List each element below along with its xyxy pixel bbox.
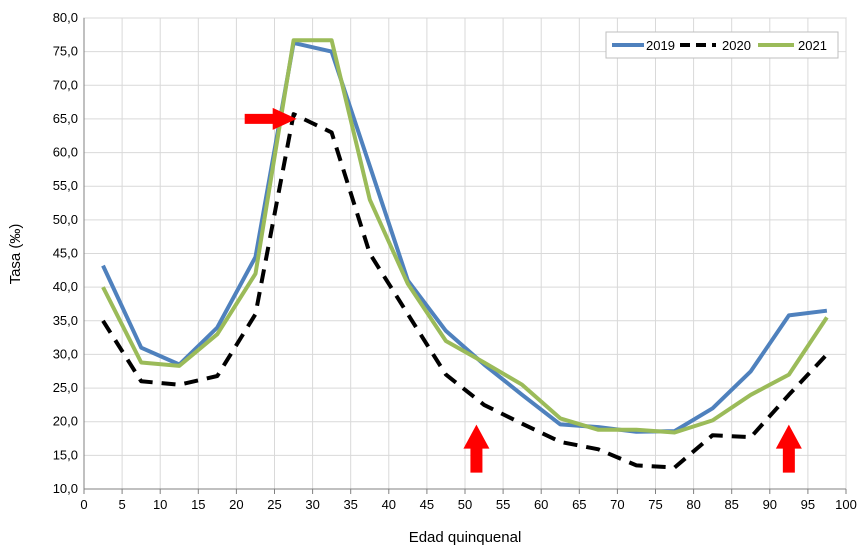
y-tick-label: 15,0 [53, 447, 78, 462]
x-tick-label: 75 [648, 497, 662, 512]
grid [83, 17, 847, 490]
x-tick-label: 70 [610, 497, 624, 512]
legend-label-2020: 2020 [722, 38, 751, 53]
x-axis-title: Edad quinquenal [409, 529, 522, 546]
y-tick-label: 35,0 [53, 313, 78, 328]
x-tick-label: 85 [724, 497, 738, 512]
x-tick-label: 90 [763, 497, 777, 512]
x-tick-label: 45 [420, 497, 434, 512]
y-tick-label: 55,0 [53, 178, 78, 193]
series-line-2020 [101, 112, 829, 470]
legend-box [605, 31, 839, 59]
x-tick-label: 50 [458, 497, 472, 512]
y-tick-label: 40,0 [53, 279, 78, 294]
x-tick-label: 5 [118, 497, 125, 512]
y-tick-label: 45,0 [53, 246, 78, 261]
x-tick-label: 80 [686, 497, 700, 512]
series-lines [101, 38, 829, 470]
y-tick-label: 60,0 [53, 145, 78, 160]
x-tick-label: 30 [305, 497, 319, 512]
y-tick-label: 75,0 [53, 44, 78, 59]
y-tick-label: 65,0 [53, 111, 78, 126]
legend: 2019 2020 2021 [605, 31, 839, 59]
x-tick-label: 10 [153, 497, 167, 512]
y-tick-label: 80,0 [53, 10, 78, 25]
x-tick-label: 40 [382, 497, 396, 512]
red-arrow-up-icon [775, 424, 802, 473]
red-arrow-right-icon [244, 107, 297, 130]
red-arrow-up-icon [463, 424, 490, 473]
x-tick-label: 55 [496, 497, 510, 512]
y-tick-label: 20,0 [53, 414, 78, 429]
x-tick-label: 15 [191, 497, 205, 512]
y-tick-label: 50,0 [53, 212, 78, 227]
x-tick-label: 25 [267, 497, 281, 512]
y-tick-label: 25,0 [53, 380, 78, 395]
x-tick-label: 60 [534, 497, 548, 512]
x-tick-label: 95 [801, 497, 815, 512]
x-tick-label: 0 [80, 497, 87, 512]
y-tick-label: 10,0 [53, 481, 78, 496]
y-axis-title: Tasa (‰) [7, 224, 24, 285]
y-tick-label: 70,0 [53, 77, 78, 92]
legend-label-2019: 2019 [646, 38, 675, 53]
x-tick-label: 35 [343, 497, 357, 512]
x-tick-label: 65 [572, 497, 586, 512]
series-line-2021 [101, 38, 829, 435]
y-tick-label: 30,0 [53, 346, 78, 361]
legend-label-2021: 2021 [798, 38, 827, 53]
annotations [244, 107, 802, 473]
axis-ticks: 10,0 15,0 20,0 25,0 30,0 35,0 40,0 45,0 50,0 55,0… [53, 10, 857, 512]
series-line-2019 [101, 40, 828, 434]
x-tick-label: 100 [835, 497, 857, 512]
x-tick-label: 20 [229, 497, 243, 512]
